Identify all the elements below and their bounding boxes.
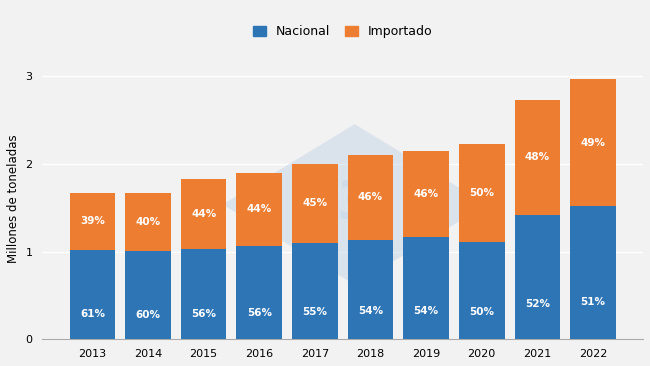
Text: 55%: 55%: [302, 307, 328, 317]
Text: 50%: 50%: [469, 307, 494, 317]
Bar: [403, 238, 449, 339]
Bar: [570, 206, 616, 339]
Bar: [292, 164, 338, 243]
Text: 50%: 50%: [469, 188, 494, 198]
Bar: [348, 155, 393, 240]
Text: 40%: 40%: [135, 217, 161, 227]
Text: 51%: 51%: [580, 297, 605, 307]
Text: 46%: 46%: [358, 193, 383, 202]
Text: 56%: 56%: [191, 309, 216, 319]
Text: 54%: 54%: [358, 306, 383, 317]
Text: 44%: 44%: [246, 204, 272, 214]
Bar: [125, 193, 171, 251]
Text: 60%: 60%: [136, 310, 161, 320]
Text: 49%: 49%: [580, 138, 605, 147]
Text: 48%: 48%: [525, 152, 550, 162]
Bar: [70, 250, 115, 339]
Text: 54%: 54%: [413, 306, 439, 316]
Polygon shape: [222, 124, 487, 285]
Y-axis label: Millones de toneladas: Millones de toneladas: [7, 135, 20, 263]
Text: 52%: 52%: [525, 299, 550, 309]
Bar: [459, 145, 504, 242]
Text: 45%: 45%: [302, 198, 328, 208]
Bar: [515, 100, 560, 215]
Bar: [237, 246, 282, 339]
Bar: [237, 172, 282, 246]
Text: 39%: 39%: [80, 216, 105, 226]
Bar: [181, 179, 226, 249]
Text: 56%: 56%: [247, 308, 272, 318]
Bar: [348, 240, 393, 339]
Text: 3: 3: [336, 179, 373, 231]
Bar: [515, 215, 560, 339]
Legend: Nacional, Importado: Nacional, Importado: [254, 25, 432, 38]
Text: 61%: 61%: [80, 309, 105, 319]
Text: 46%: 46%: [413, 189, 439, 199]
Text: 3: 3: [374, 169, 389, 189]
Bar: [125, 251, 171, 339]
Bar: [570, 79, 616, 206]
Bar: [459, 242, 504, 339]
Bar: [70, 193, 115, 250]
Bar: [403, 151, 449, 238]
Bar: [292, 243, 338, 339]
Text: 44%: 44%: [191, 209, 216, 219]
Bar: [181, 249, 226, 339]
